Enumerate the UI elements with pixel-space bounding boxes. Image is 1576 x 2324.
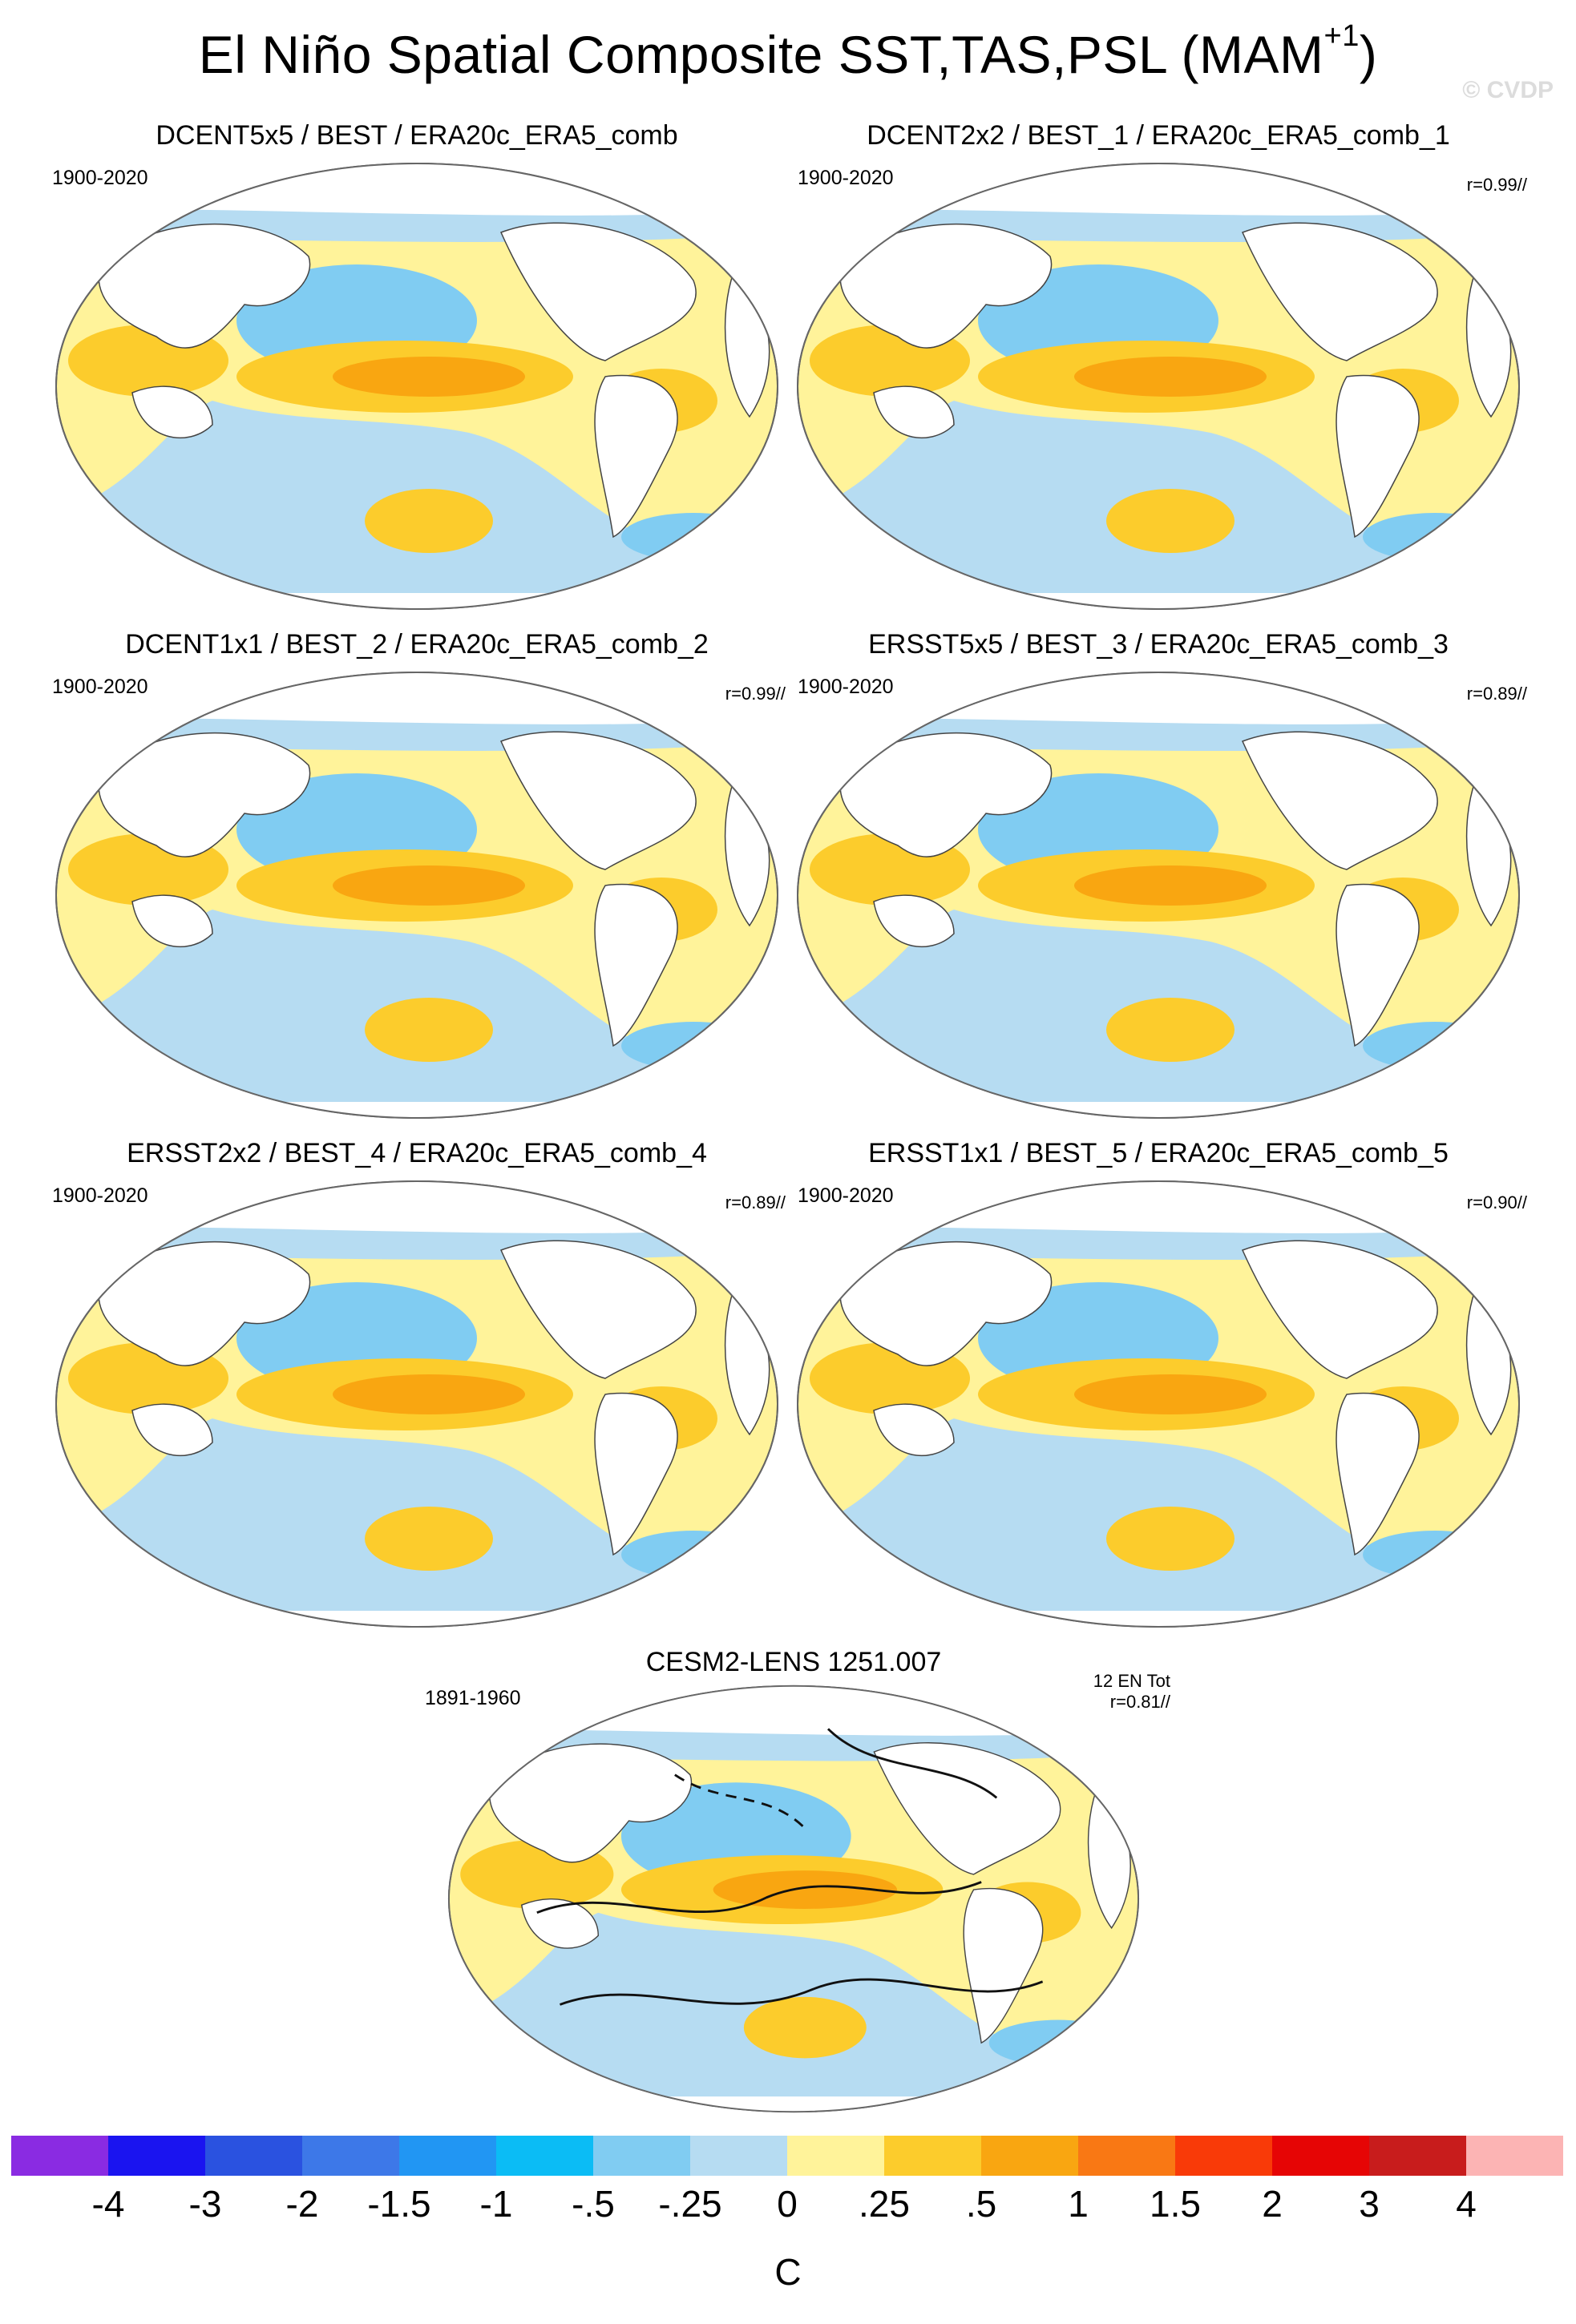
colorbar-tick-label: -1.5: [367, 2183, 431, 2225]
colorbar-tick-label: .25: [859, 2183, 910, 2225]
panel-years: 1900-2020: [52, 167, 148, 189]
composite-map: [794, 1178, 1523, 1631]
cvdp-credit: © CVDP: [1462, 77, 1554, 103]
composite-map: [52, 669, 782, 1122]
colorbar-swatch: [690, 2136, 787, 2176]
colorbar-swatch: [108, 2136, 205, 2176]
colorbar-tick-label: -.5: [572, 2183, 615, 2225]
colorbar-swatch: [1078, 2136, 1175, 2176]
colorbar-swatch: [1369, 2136, 1466, 2176]
colorbar-swatch: [399, 2136, 496, 2176]
panel-title: ERSST2x2 / BEST_4 / ERA20c_ERA5_comb_4: [127, 1138, 707, 1168]
composite-map: [794, 160, 1523, 613]
panel-years: 1891-1960: [425, 1687, 521, 1709]
map-panel-3: DCENT1x1 / BEST_2 / ERA20c_ERA5_comb_2 1…: [48, 629, 786, 1126]
composite-map: [794, 669, 1523, 1122]
panel-years: 1900-2020: [798, 167, 894, 189]
panel-title: ERSST1x1 / BEST_5 / ERA20c_ERA5_comb_5: [868, 1138, 1449, 1168]
colorbar-swatch: [496, 2136, 593, 2176]
panel-title: CESM2-LENS 1251.007: [645, 1647, 942, 1677]
colorbar-tick-label: 2: [1262, 2183, 1283, 2225]
panel-title: DCENT1x1 / BEST_2 / ERA20c_ERA5_comb_2: [125, 629, 709, 660]
colorbar-tick-label: -2: [285, 2183, 319, 2225]
map-panel-2: DCENT2x2 / BEST_1 / ERA20c_ERA5_comb_1 1…: [790, 120, 1527, 617]
panel-correlation: r=0.99//: [1466, 175, 1527, 195]
panel-years: 1900-2020: [52, 1184, 148, 1207]
colorbar-swatch: [787, 2136, 884, 2176]
map-panel-6: ERSST1x1 / BEST_5 / ERA20c_ERA5_comb_5 1…: [790, 1138, 1527, 1635]
psl-contours: [536, 1728, 1044, 2006]
colorbar-tick-label: .5: [965, 2183, 997, 2225]
panel-years: 1900-2020: [798, 676, 894, 698]
event-count: 12 EN Tot: [1093, 1671, 1170, 1691]
colorbar-swatch: [205, 2136, 302, 2176]
panel-correlation: r=0.89//: [1466, 684, 1527, 704]
colorbar-tick-label: 0: [777, 2183, 798, 2225]
panel-stats: 12 EN Tot r=0.81//: [1093, 1671, 1170, 1713]
colorbar-swatch: [981, 2136, 1078, 2176]
colorbar-tick-label: 4: [1456, 2183, 1477, 2225]
panel-title: DCENT5x5 / BEST / ERA20c_ERA5_comb: [156, 120, 678, 151]
colorbar-swatch: [884, 2136, 981, 2176]
map-panel-1: DCENT5x5 / BEST / ERA20c_ERA5_comb 1900-…: [48, 120, 786, 617]
panel-correlation: r=0.90//: [1466, 1192, 1527, 1212]
composite-map: [52, 1178, 782, 1631]
panel-years: 1900-2020: [52, 676, 148, 698]
colorbar-swatch: [1175, 2136, 1272, 2176]
colorbar-swatch: [11, 2136, 108, 2176]
colorbar-swatch: [302, 2136, 399, 2176]
panel-title: DCENT2x2 / BEST_1 / ERA20c_ERA5_comb_1: [867, 120, 1450, 151]
colorbar-tick-label: -3: [188, 2183, 222, 2225]
model-composite-map: [433, 1683, 1154, 2116]
colorbar: [11, 2136, 1563, 2176]
model-panel: CESM2-LENS 1251.007 1891-1960 12 EN Tot …: [417, 1647, 1170, 2120]
panel-title: ERSST5x5 / BEST_3 / ERA20c_ERA5_comb_3: [868, 629, 1449, 660]
panel-correlation: r=0.99//: [725, 684, 786, 704]
colorbar-swatch: [1272, 2136, 1369, 2176]
colorbar-tick-label: -1: [479, 2183, 513, 2225]
figure-title: El Niño Spatial Composite SST,TAS,PSL (M…: [198, 19, 1378, 84]
map-panel-5: ERSST2x2 / BEST_4 / ERA20c_ERA5_comb_4 1…: [48, 1138, 786, 1635]
map-panel-4: ERSST5x5 / BEST_3 / ERA20c_ERA5_comb_3 1…: [790, 629, 1527, 1126]
colorbar-tick-label: -.25: [658, 2183, 722, 2225]
colorbar-swatch: [1466, 2136, 1563, 2176]
colorbar-tick-label: 1.5: [1150, 2183, 1201, 2225]
composite-map: [52, 160, 782, 613]
colorbar-swatch: [593, 2136, 690, 2176]
panel-correlation: r=0.81//: [1109, 1692, 1170, 1712]
colorbar-tick-label: 1: [1068, 2183, 1089, 2225]
panel-years: 1900-2020: [798, 1184, 894, 1207]
colorbar-tick-label: 3: [1359, 2183, 1380, 2225]
colorbar-units: C: [774, 2251, 802, 2293]
colorbar-tick-label: -4: [91, 2183, 125, 2225]
panel-correlation: r=0.89//: [725, 1192, 786, 1212]
